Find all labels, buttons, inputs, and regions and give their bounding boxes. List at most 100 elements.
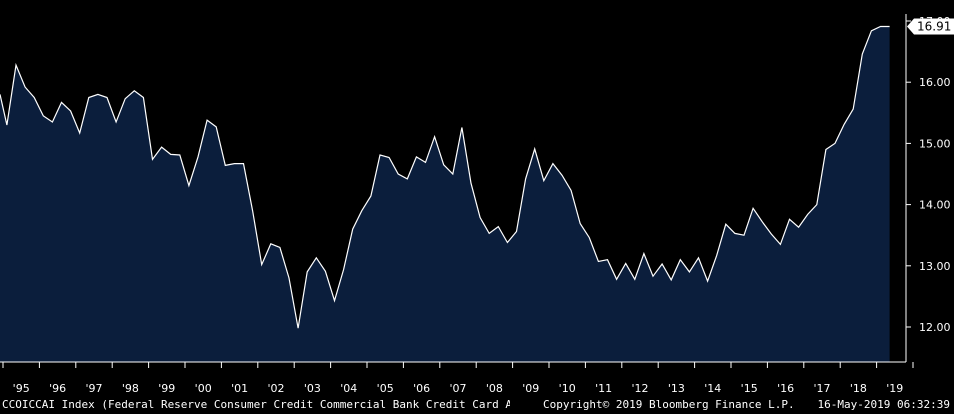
data-point xyxy=(197,155,200,158)
x-tick-label: '11 xyxy=(595,382,612,395)
data-point xyxy=(697,256,700,259)
data-point xyxy=(260,263,263,266)
data-point xyxy=(561,174,564,177)
x-axis: '95 '96 '97 '98 '99 '00 '01 '02 '03 '04 '05 '06 '07 '… xyxy=(0,361,914,395)
y-tick-label: 13.00 xyxy=(919,260,951,273)
x-tick-label: '09 xyxy=(522,382,539,395)
data-point xyxy=(178,154,181,157)
data-point xyxy=(151,158,154,161)
data-point xyxy=(324,270,327,273)
data-point xyxy=(624,262,627,265)
x-tick-label: '14 xyxy=(704,382,721,395)
data-point xyxy=(187,184,190,187)
data-point xyxy=(369,195,372,198)
data-point xyxy=(42,114,45,117)
x-tick-label: '12 xyxy=(631,382,648,395)
plot-area xyxy=(0,25,890,362)
x-tick-label: '10 xyxy=(559,382,576,395)
data-point xyxy=(852,108,855,111)
data-point xyxy=(488,232,491,235)
x-tick-label: '99 xyxy=(158,382,175,395)
y-tick-label: 14.00 xyxy=(919,199,951,212)
data-point xyxy=(278,246,281,249)
x-tick-label: '00 xyxy=(195,382,212,395)
data-point xyxy=(788,218,791,221)
x-tick-label: '05 xyxy=(377,382,394,395)
data-point xyxy=(124,97,127,100)
data-point xyxy=(661,263,664,266)
last-value-label: 16.91 xyxy=(917,20,951,34)
data-point xyxy=(115,121,118,124)
data-point xyxy=(306,270,309,273)
x-tick-label: '17 xyxy=(813,382,830,395)
data-point xyxy=(606,258,609,261)
x-tick-label: '95 xyxy=(13,382,30,395)
data-point xyxy=(24,86,27,89)
data-point xyxy=(806,213,809,216)
data-point xyxy=(470,182,473,185)
y-tick-label: 12.00 xyxy=(919,321,951,334)
x-tick-label: '06 xyxy=(413,382,430,395)
data-point xyxy=(442,163,445,166)
data-point xyxy=(861,53,864,56)
data-point xyxy=(843,123,846,126)
data-point xyxy=(251,209,254,212)
data-point xyxy=(342,268,345,271)
data-point xyxy=(551,162,554,165)
data-point xyxy=(761,220,764,223)
data-point xyxy=(5,124,8,127)
data-point xyxy=(351,228,354,231)
data-point xyxy=(297,327,300,330)
data-point xyxy=(288,277,291,280)
x-tick-label: '07 xyxy=(449,382,466,395)
x-tick-label: '13 xyxy=(668,382,685,395)
footer-timestamp: 16-May-2019 06:32:39 xyxy=(817,398,950,411)
data-point xyxy=(269,242,272,245)
data-point xyxy=(815,203,818,206)
data-point xyxy=(743,234,746,237)
data-point xyxy=(215,125,218,128)
data-point xyxy=(360,209,363,212)
data-point xyxy=(169,153,172,156)
data-point xyxy=(670,278,673,281)
data-point xyxy=(142,96,145,99)
data-point xyxy=(451,173,454,176)
data-point xyxy=(33,96,36,99)
data-point xyxy=(415,155,418,158)
data-point xyxy=(542,179,545,182)
x-tick-label: '96 xyxy=(49,382,66,395)
data-point xyxy=(824,148,827,151)
data-point xyxy=(160,146,163,149)
data-point xyxy=(679,258,682,261)
data-point xyxy=(797,226,800,229)
x-tick-label: '08 xyxy=(486,382,503,395)
data-point xyxy=(870,29,873,32)
data-point xyxy=(106,96,109,99)
data-point xyxy=(733,232,736,235)
data-point xyxy=(433,135,436,138)
data-point xyxy=(597,260,600,263)
data-point xyxy=(588,236,591,239)
data-point xyxy=(69,110,72,113)
data-point xyxy=(333,299,336,302)
data-point xyxy=(715,254,718,257)
x-tick-label: '02 xyxy=(267,382,284,395)
y-tick-label: 15.00 xyxy=(919,137,951,150)
data-point xyxy=(497,225,500,228)
x-tick-label: '18 xyxy=(850,382,867,395)
data-point xyxy=(0,93,2,96)
data-point xyxy=(652,275,655,278)
data-point xyxy=(406,177,409,180)
data-point xyxy=(615,278,618,281)
x-tick-label: '03 xyxy=(304,382,321,395)
data-point xyxy=(206,119,209,122)
x-tick-label: '01 xyxy=(231,382,248,395)
x-tick-label: '97 xyxy=(85,382,102,395)
y-tick-label: 16.00 xyxy=(919,76,951,89)
data-point xyxy=(506,241,509,244)
data-point xyxy=(60,101,63,104)
data-point xyxy=(633,278,636,281)
x-tick-label: '15 xyxy=(741,382,758,395)
